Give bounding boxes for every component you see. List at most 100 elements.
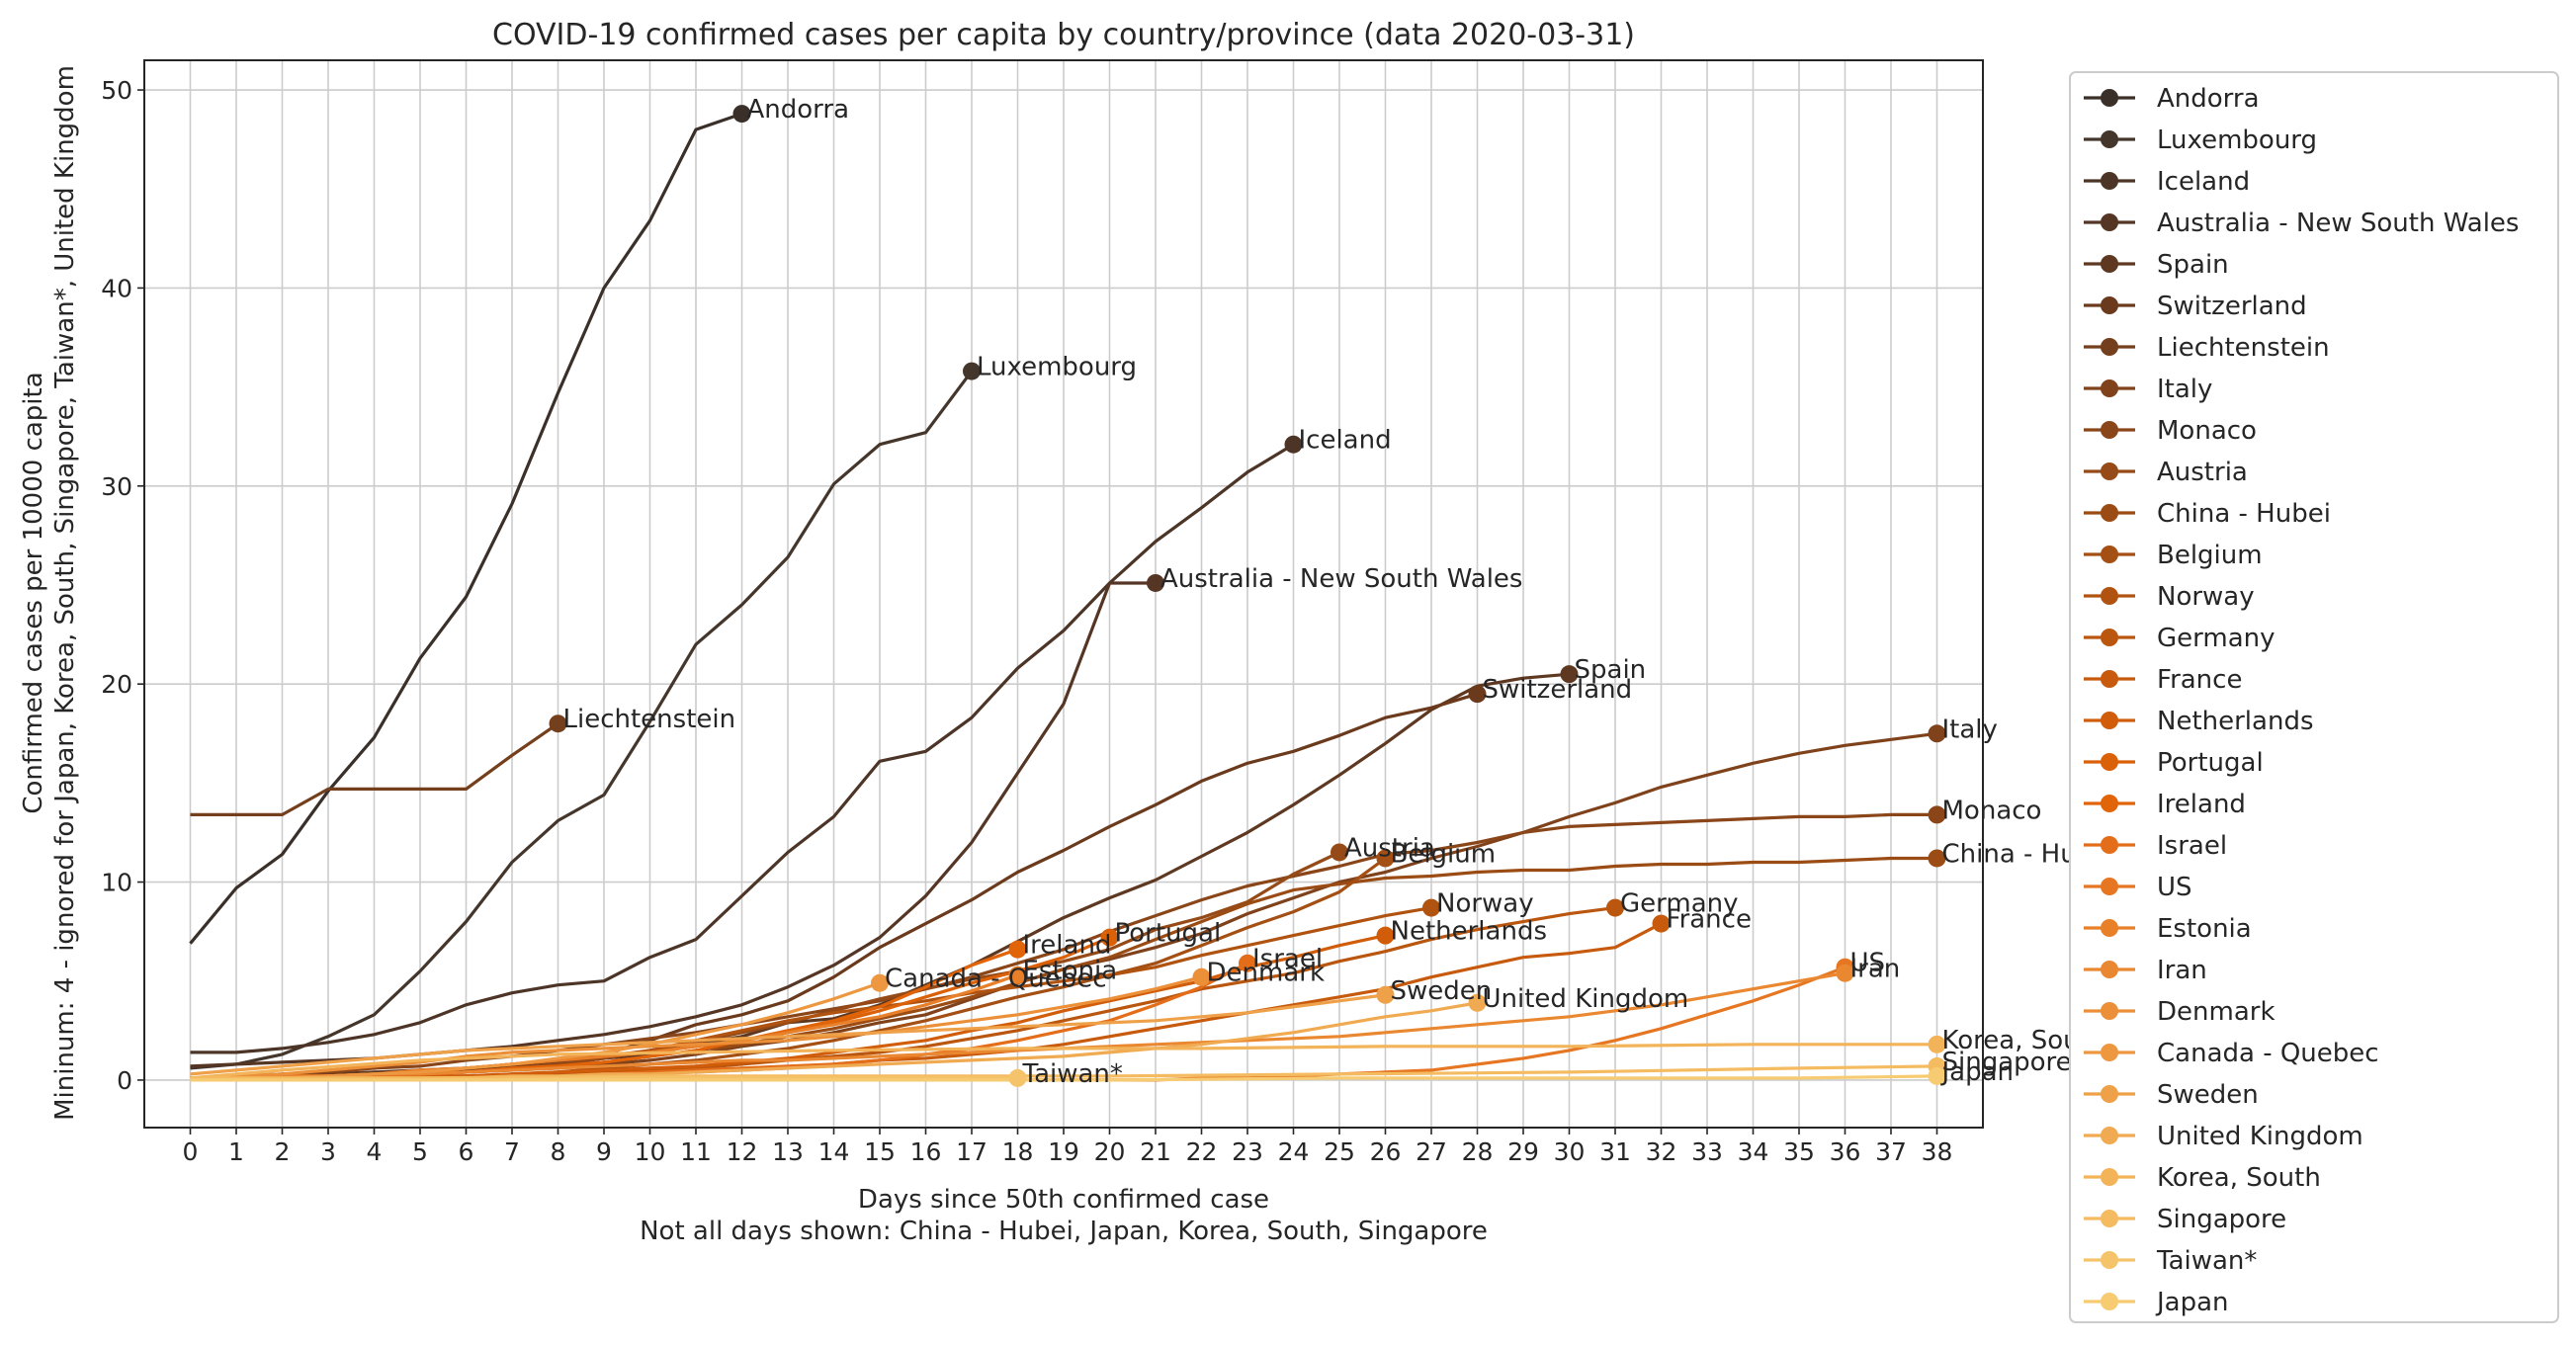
x-tick-label: 2 <box>275 1137 291 1166</box>
series-line-denmark <box>190 975 1202 1080</box>
legend-swatch-marker <box>2101 130 2118 148</box>
end-marker-france <box>1652 914 1671 933</box>
legend-item-iran: Iran <box>2084 956 2207 985</box>
legend-swatch-marker <box>2101 587 2118 605</box>
end-marker-taiwan <box>1008 1068 1027 1087</box>
x-tick-label: 31 <box>1599 1137 1631 1166</box>
end-marker-portugal <box>1100 928 1119 947</box>
x-tick-label: 14 <box>818 1137 850 1166</box>
x-axis-label: Days since 50th confirmed case <box>858 1185 1269 1215</box>
legend-item-israel: Israel <box>2084 831 2227 861</box>
end-label-sweden: Sweden <box>1391 976 1493 1006</box>
end-marker-austria <box>1331 843 1348 862</box>
x-tick-label: 21 <box>1140 1137 1171 1166</box>
legend-swatch-marker <box>2101 919 2118 937</box>
end-marker-spain <box>1560 665 1579 684</box>
y-tick-label: 0 <box>117 1066 132 1095</box>
series-line-norway <box>190 906 1432 1080</box>
legend-label: Switzerland <box>2157 292 2307 321</box>
x-tick-label: 20 <box>1094 1137 1126 1166</box>
x-tick-label: 37 <box>1875 1137 1907 1166</box>
x-tick-label: 27 <box>1416 1137 1447 1166</box>
x-tick-label: 24 <box>1278 1137 1310 1166</box>
end-label-australia-new-south-wales: Australia - New South Wales <box>1160 564 1522 594</box>
grid <box>144 60 1983 1128</box>
chart-title: COVID-19 confirmed cases per capita by c… <box>492 18 1635 52</box>
legend-label: Italy <box>2157 375 2212 404</box>
x-tick-label: 36 <box>1830 1137 1861 1166</box>
end-marker-iran <box>1836 964 1854 982</box>
legend-label: Netherlands <box>2157 707 2314 736</box>
legend-swatch-marker <box>2101 1168 2118 1186</box>
end-label-singapore: Singapore <box>1942 1048 2072 1077</box>
legend-item-us: US <box>2084 873 2192 902</box>
x-axis-note: Not all days shown: China - Hubei, Japan… <box>640 1217 1488 1246</box>
legend-swatch-marker <box>2101 629 2118 646</box>
x-tick-label: 32 <box>1646 1137 1677 1166</box>
legend-label: Norway <box>2157 582 2255 612</box>
end-marker-united-kingdom <box>1468 993 1487 1012</box>
x-tick-label: 17 <box>956 1137 987 1166</box>
end-label-iceland: Iceland <box>1299 426 1392 456</box>
legend-label: Andorra <box>2157 84 2260 114</box>
x-tick-label: 35 <box>1783 1137 1815 1166</box>
x-tick-label: 15 <box>864 1137 896 1166</box>
legend-swatch-marker <box>2101 1044 2118 1061</box>
end-marker-germany <box>1606 898 1624 917</box>
end-marker-switzerland <box>1468 685 1487 704</box>
y-tick-label: 10 <box>101 869 132 897</box>
y-tick-label: 40 <box>101 274 132 302</box>
legend-label: Iran <box>2157 956 2207 985</box>
legend-label: Belgium <box>2157 541 2263 570</box>
legend-swatch-marker <box>2101 546 2118 563</box>
end-marker-liechtenstein <box>549 715 567 733</box>
series-line-luxembourg <box>190 370 974 1070</box>
legend-item-france: France <box>2084 665 2242 695</box>
end-label-united-kingdom: United Kingdom <box>1483 984 1689 1014</box>
legend-item-monaco: Monaco <box>2084 416 2257 446</box>
end-marker-luxembourg <box>963 362 981 380</box>
legend-item-taiwan: Taiwan* <box>2084 1246 2257 1276</box>
series-line-liechtenstein <box>190 721 559 817</box>
series-line-japan <box>190 1074 1937 1082</box>
end-marker-italy <box>1928 724 1946 743</box>
end-marker-sweden <box>1376 985 1395 1004</box>
end-marker-israel <box>1239 954 1256 972</box>
legend-label: Liechtenstein <box>2157 333 2330 363</box>
legend-swatch-marker <box>2101 89 2118 107</box>
end-marker-ireland <box>1008 940 1027 959</box>
end-label-ireland: Ireland <box>1023 931 1112 961</box>
legend-label: Taiwan* <box>2156 1246 2257 1276</box>
legend-swatch-marker <box>2101 961 2118 978</box>
legend-swatch-marker <box>2101 462 2118 480</box>
legend-swatch-marker <box>2101 712 2118 729</box>
series-line-singapore <box>190 1064 1937 1080</box>
legend-swatch-marker <box>2101 1085 2118 1103</box>
legend-label: Korea, South <box>2157 1163 2321 1193</box>
series-lines <box>189 112 1937 1082</box>
legend-item-spain: Spain <box>2084 250 2229 280</box>
x-tick-label: 30 <box>1554 1137 1586 1166</box>
legend-item-denmark: Denmark <box>2084 997 2275 1027</box>
legend-item-luxembourg: Luxembourg <box>2084 126 2317 155</box>
legend-swatch-marker <box>2101 1127 2118 1144</box>
legend-swatch-marker <box>2101 1002 2118 1020</box>
end-label-portugal: Portugal <box>1115 919 1222 949</box>
legend-swatch-marker <box>2101 255 2118 273</box>
end-marker-norway <box>1422 898 1440 917</box>
end-marker-estonia <box>1008 966 1027 984</box>
y-tick-label: 50 <box>101 76 132 105</box>
legend-label: Denmark <box>2157 997 2275 1027</box>
end-marker-japan <box>1928 1066 1946 1085</box>
legend-label: Singapore <box>2157 1205 2286 1234</box>
x-tick-label: 33 <box>1691 1137 1723 1166</box>
end-marker-monaco <box>1928 805 1946 824</box>
legend-item-portugal: Portugal <box>2084 748 2264 778</box>
y-ticks: 0 10 20 30 40 50 <box>101 76 144 1095</box>
end-label-netherlands: Netherlands <box>1391 917 1548 947</box>
legend-swatch-marker <box>2101 670 2118 688</box>
legend-item-korea-south: Korea, South <box>2084 1163 2321 1193</box>
legend-item-andorra: Andorra <box>2084 84 2260 114</box>
legend-swatch-marker <box>2101 878 2118 895</box>
x-tick-label: 11 <box>680 1137 712 1166</box>
